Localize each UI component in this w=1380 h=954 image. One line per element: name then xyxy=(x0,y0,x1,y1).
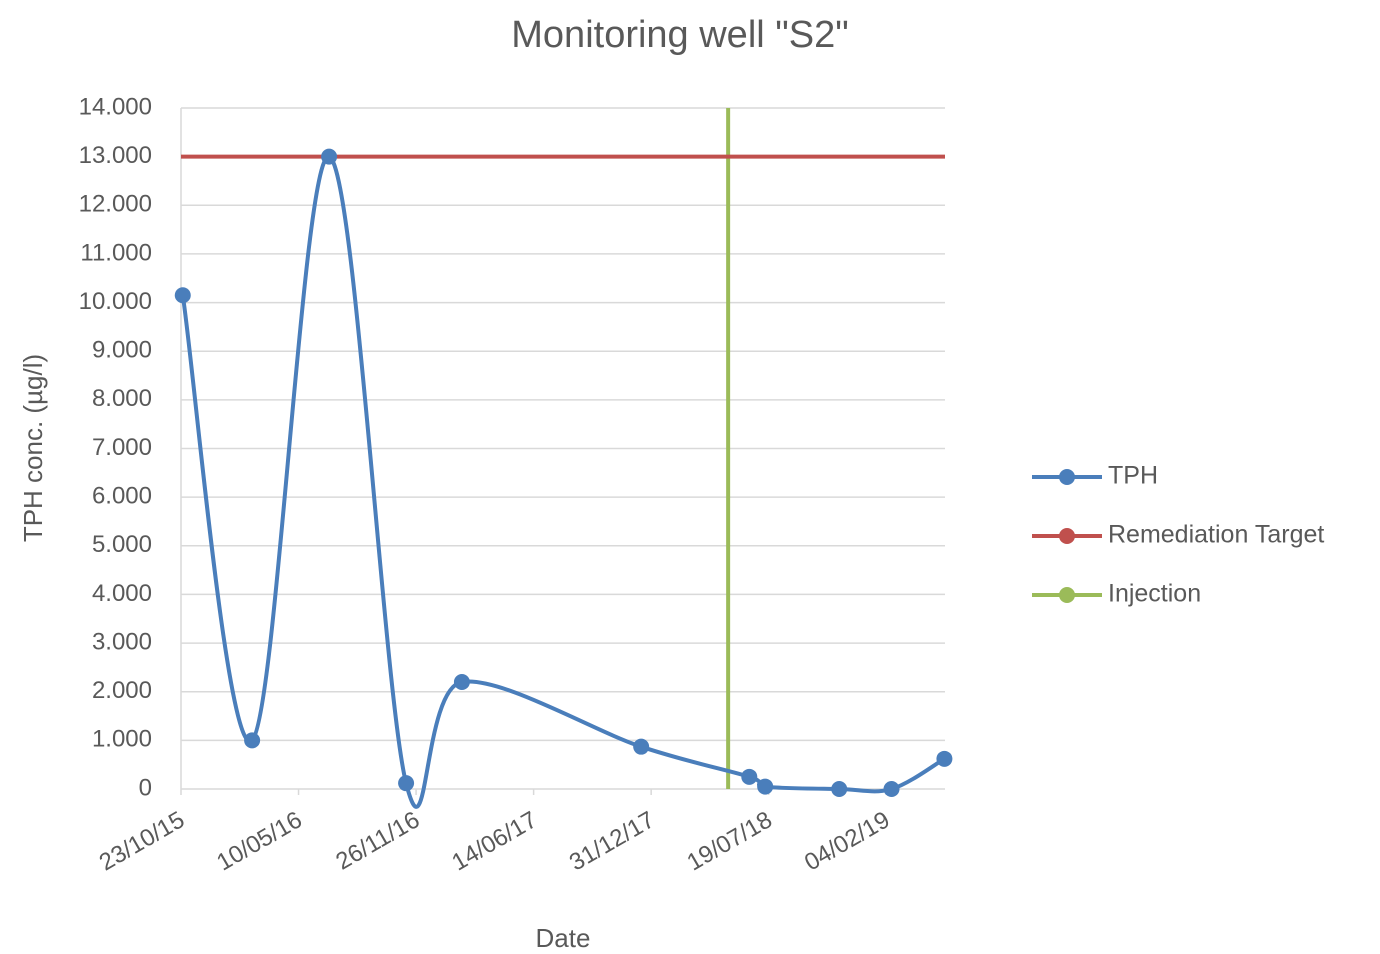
point xyxy=(757,778,774,795)
x-tick-label: 19/07/18 xyxy=(682,806,776,876)
y-tick-label: 11.000 xyxy=(80,239,152,266)
y-tick-label: 9.000 xyxy=(92,337,152,364)
chart-title: Monitoring well "S2" xyxy=(511,14,848,56)
y-tick-label: 5.000 xyxy=(92,531,152,558)
legend-marker xyxy=(1059,469,1075,485)
series-line xyxy=(180,154,946,809)
y-tick-label: 12.000 xyxy=(79,191,152,218)
point xyxy=(398,775,415,792)
legend-label: Injection xyxy=(1108,580,1201,608)
y-tick-label: 8.000 xyxy=(92,385,152,412)
point xyxy=(936,750,953,767)
y-tick-label: 3.000 xyxy=(92,628,152,655)
y-tick-label: 1.000 xyxy=(92,726,152,753)
point xyxy=(453,673,470,690)
point xyxy=(741,768,758,785)
point xyxy=(244,732,261,749)
point xyxy=(883,781,900,797)
point xyxy=(174,287,191,304)
y-tick-label: 14.000 xyxy=(79,93,152,120)
legend-marker xyxy=(1059,587,1075,603)
x-tick-label: 14/06/17 xyxy=(447,806,541,876)
point xyxy=(633,738,650,755)
x-tick-label: 23/10/15 xyxy=(95,806,189,876)
y-tick-label: 10.000 xyxy=(79,288,152,315)
x-axis-label: Date xyxy=(536,923,591,953)
x-tick-label: 10/05/16 xyxy=(212,806,306,876)
legend-marker xyxy=(1059,528,1075,544)
x-tick-label: 26/11/16 xyxy=(331,806,424,875)
y-tick-label: 0 xyxy=(139,774,152,801)
point xyxy=(831,781,848,797)
x-tick-label: 31/12/17 xyxy=(565,806,659,876)
point xyxy=(321,148,338,165)
y-tick-label: 6.000 xyxy=(92,482,152,509)
legend-label: Remediation Target xyxy=(1108,521,1324,549)
y-tick-label: 13.000 xyxy=(79,142,152,169)
y-tick-label: 4.000 xyxy=(92,580,152,607)
y-tick-label: 2.000 xyxy=(92,677,152,704)
y-axis-label: TPH conc. (µg/l) xyxy=(18,354,48,542)
x-tick-label: 04/02/19 xyxy=(800,806,894,876)
y-tick-label: 7.000 xyxy=(92,434,152,461)
legend-label: TPH xyxy=(1108,462,1158,490)
